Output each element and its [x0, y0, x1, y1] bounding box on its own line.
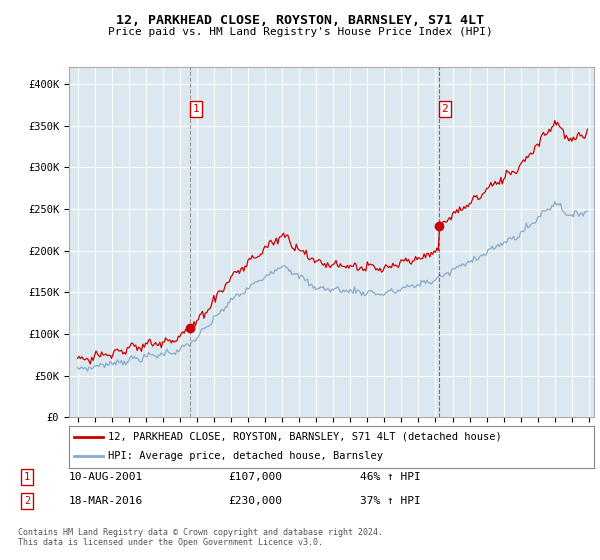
Text: 37% ↑ HPI: 37% ↑ HPI [360, 496, 421, 506]
Text: HPI: Average price, detached house, Barnsley: HPI: Average price, detached house, Barn… [109, 451, 383, 461]
Text: 2: 2 [442, 104, 448, 114]
Text: 12, PARKHEAD CLOSE, ROYSTON, BARNSLEY, S71 4LT: 12, PARKHEAD CLOSE, ROYSTON, BARNSLEY, S… [116, 14, 484, 27]
Text: 10-AUG-2001: 10-AUG-2001 [69, 472, 143, 482]
Text: Price paid vs. HM Land Registry's House Price Index (HPI): Price paid vs. HM Land Registry's House … [107, 27, 493, 37]
Text: Contains HM Land Registry data © Crown copyright and database right 2024.
This d: Contains HM Land Registry data © Crown c… [18, 528, 383, 547]
Text: 12, PARKHEAD CLOSE, ROYSTON, BARNSLEY, S71 4LT (detached house): 12, PARKHEAD CLOSE, ROYSTON, BARNSLEY, S… [109, 432, 502, 442]
Text: 18-MAR-2016: 18-MAR-2016 [69, 496, 143, 506]
Text: 2: 2 [24, 496, 30, 506]
Text: 1: 1 [24, 472, 30, 482]
Text: 1: 1 [193, 104, 200, 114]
Text: £107,000: £107,000 [228, 472, 282, 482]
Text: 46% ↑ HPI: 46% ↑ HPI [360, 472, 421, 482]
Text: £230,000: £230,000 [228, 496, 282, 506]
